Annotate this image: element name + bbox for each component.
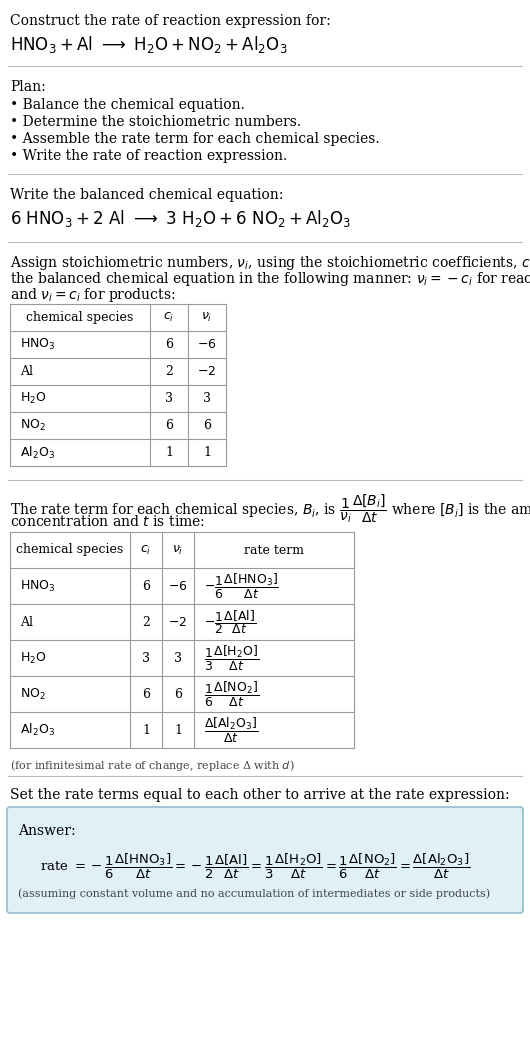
Text: $-\dfrac{1}{2}\dfrac{\Delta[\mathrm{Al}]}{\Delta t}$: $-\dfrac{1}{2}\dfrac{\Delta[\mathrm{Al}]…	[204, 608, 257, 636]
Text: 1: 1	[165, 446, 173, 459]
Text: 6: 6	[203, 419, 211, 432]
Text: • Balance the chemical equation.: • Balance the chemical equation.	[10, 98, 245, 112]
Text: the balanced chemical equation in the following manner: $\nu_i = -c_i$ for react: the balanced chemical equation in the fo…	[10, 270, 530, 288]
Text: $\mathrm{HNO_3}$: $\mathrm{HNO_3}$	[20, 578, 56, 593]
Text: $\dfrac{1}{6}\dfrac{\Delta[\mathrm{NO_2}]}{\Delta t}$: $\dfrac{1}{6}\dfrac{\Delta[\mathrm{NO_2}…	[204, 680, 259, 708]
Text: 2: 2	[165, 365, 173, 378]
Text: 1: 1	[203, 446, 211, 459]
Text: 6: 6	[165, 338, 173, 351]
Text: $\nu_i$: $\nu_i$	[172, 544, 184, 556]
Text: Write the balanced chemical equation:: Write the balanced chemical equation:	[10, 188, 284, 202]
Text: $\mathrm{NO_2}$: $\mathrm{NO_2}$	[20, 418, 46, 433]
Text: $c_i$: $c_i$	[163, 311, 174, 324]
Text: $c_i$: $c_i$	[140, 544, 152, 556]
Text: 6: 6	[174, 687, 182, 701]
Text: • Determine the stoichiometric numbers.: • Determine the stoichiometric numbers.	[10, 115, 301, 129]
Text: 3: 3	[142, 652, 150, 664]
Text: $\dfrac{\Delta[\mathrm{Al_2O_3}]}{\Delta t}$: $\dfrac{\Delta[\mathrm{Al_2O_3}]}{\Delta…	[204, 715, 258, 745]
Text: Plan:: Plan:	[10, 79, 46, 94]
Text: The rate term for each chemical species, $B_i$, is $\dfrac{1}{\nu_i}\dfrac{\Delt: The rate term for each chemical species,…	[10, 492, 530, 525]
Text: Answer:: Answer:	[18, 824, 76, 838]
Text: Assign stoichiometric numbers, $\nu_i$, using the stoichiometric coefficients, $: Assign stoichiometric numbers, $\nu_i$, …	[10, 254, 530, 272]
Text: $\nu_i$: $\nu_i$	[201, 311, 213, 324]
Text: rate $= -\dfrac{1}{6}\dfrac{\Delta[\mathrm{HNO_3}]}{\Delta t} = -\dfrac{1}{2}\df: rate $= -\dfrac{1}{6}\dfrac{\Delta[\math…	[40, 852, 470, 881]
Text: 6: 6	[142, 579, 150, 592]
Text: $-6$: $-6$	[168, 579, 188, 592]
Text: $\mathrm{HNO_3 + Al\ \longrightarrow\ H_2O + NO_2 + Al_2O_3}$: $\mathrm{HNO_3 + Al\ \longrightarrow\ H_…	[10, 35, 287, 55]
Text: • Write the rate of reaction expression.: • Write the rate of reaction expression.	[10, 149, 287, 163]
Text: 3: 3	[165, 392, 173, 405]
Text: Set the rate terms equal to each other to arrive at the rate expression:: Set the rate terms equal to each other t…	[10, 788, 510, 802]
Text: Al: Al	[20, 365, 33, 378]
Text: (assuming constant volume and no accumulation of intermediates or side products): (assuming constant volume and no accumul…	[18, 888, 490, 899]
Text: $\mathrm{H_2O}$: $\mathrm{H_2O}$	[20, 651, 47, 665]
Text: and $\nu_i = c_i$ for products:: and $\nu_i = c_i$ for products:	[10, 286, 175, 304]
Text: $\mathrm{HNO_3}$: $\mathrm{HNO_3}$	[20, 337, 56, 353]
Text: 3: 3	[174, 652, 182, 664]
Text: $\dfrac{1}{3}\dfrac{\Delta[\mathrm{H_2O}]}{\Delta t}$: $\dfrac{1}{3}\dfrac{\Delta[\mathrm{H_2O}…	[204, 643, 259, 673]
Text: • Assemble the rate term for each chemical species.: • Assemble the rate term for each chemic…	[10, 132, 379, 146]
Text: $-2$: $-2$	[169, 615, 188, 629]
Text: $\mathrm{Al_2O_3}$: $\mathrm{Al_2O_3}$	[20, 722, 55, 738]
Text: rate term: rate term	[244, 544, 304, 556]
Text: Al: Al	[20, 615, 33, 629]
Text: $\mathrm{Al_2O_3}$: $\mathrm{Al_2O_3}$	[20, 445, 55, 460]
Text: (for infinitesimal rate of change, replace Δ with $d$): (for infinitesimal rate of change, repla…	[10, 758, 295, 773]
Text: chemical species: chemical species	[26, 311, 134, 324]
Text: 2: 2	[142, 615, 150, 629]
Text: $\mathrm{H_2O}$: $\mathrm{H_2O}$	[20, 391, 47, 406]
Text: $-6$: $-6$	[197, 338, 217, 351]
Text: $-\dfrac{1}{6}\dfrac{\Delta[\mathrm{HNO_3}]}{\Delta t}$: $-\dfrac{1}{6}\dfrac{\Delta[\mathrm{HNO_…	[204, 571, 279, 600]
Text: 1: 1	[142, 724, 150, 736]
Text: 6: 6	[165, 419, 173, 432]
Text: 3: 3	[203, 392, 211, 405]
Text: Construct the rate of reaction expression for:: Construct the rate of reaction expressio…	[10, 14, 331, 28]
FancyBboxPatch shape	[7, 808, 523, 913]
Text: $\mathrm{NO_2}$: $\mathrm{NO_2}$	[20, 686, 46, 702]
Text: 6: 6	[142, 687, 150, 701]
Text: $\mathrm{6\ HNO_3 + 2\ Al\ \longrightarrow\ 3\ H_2O + 6\ NO_2 + Al_2O_3}$: $\mathrm{6\ HNO_3 + 2\ Al\ \longrightarr…	[10, 208, 351, 229]
Text: chemical species: chemical species	[16, 544, 123, 556]
Text: $-2$: $-2$	[198, 365, 217, 378]
Text: concentration and $t$ is time:: concentration and $t$ is time:	[10, 514, 205, 529]
Text: 1: 1	[174, 724, 182, 736]
